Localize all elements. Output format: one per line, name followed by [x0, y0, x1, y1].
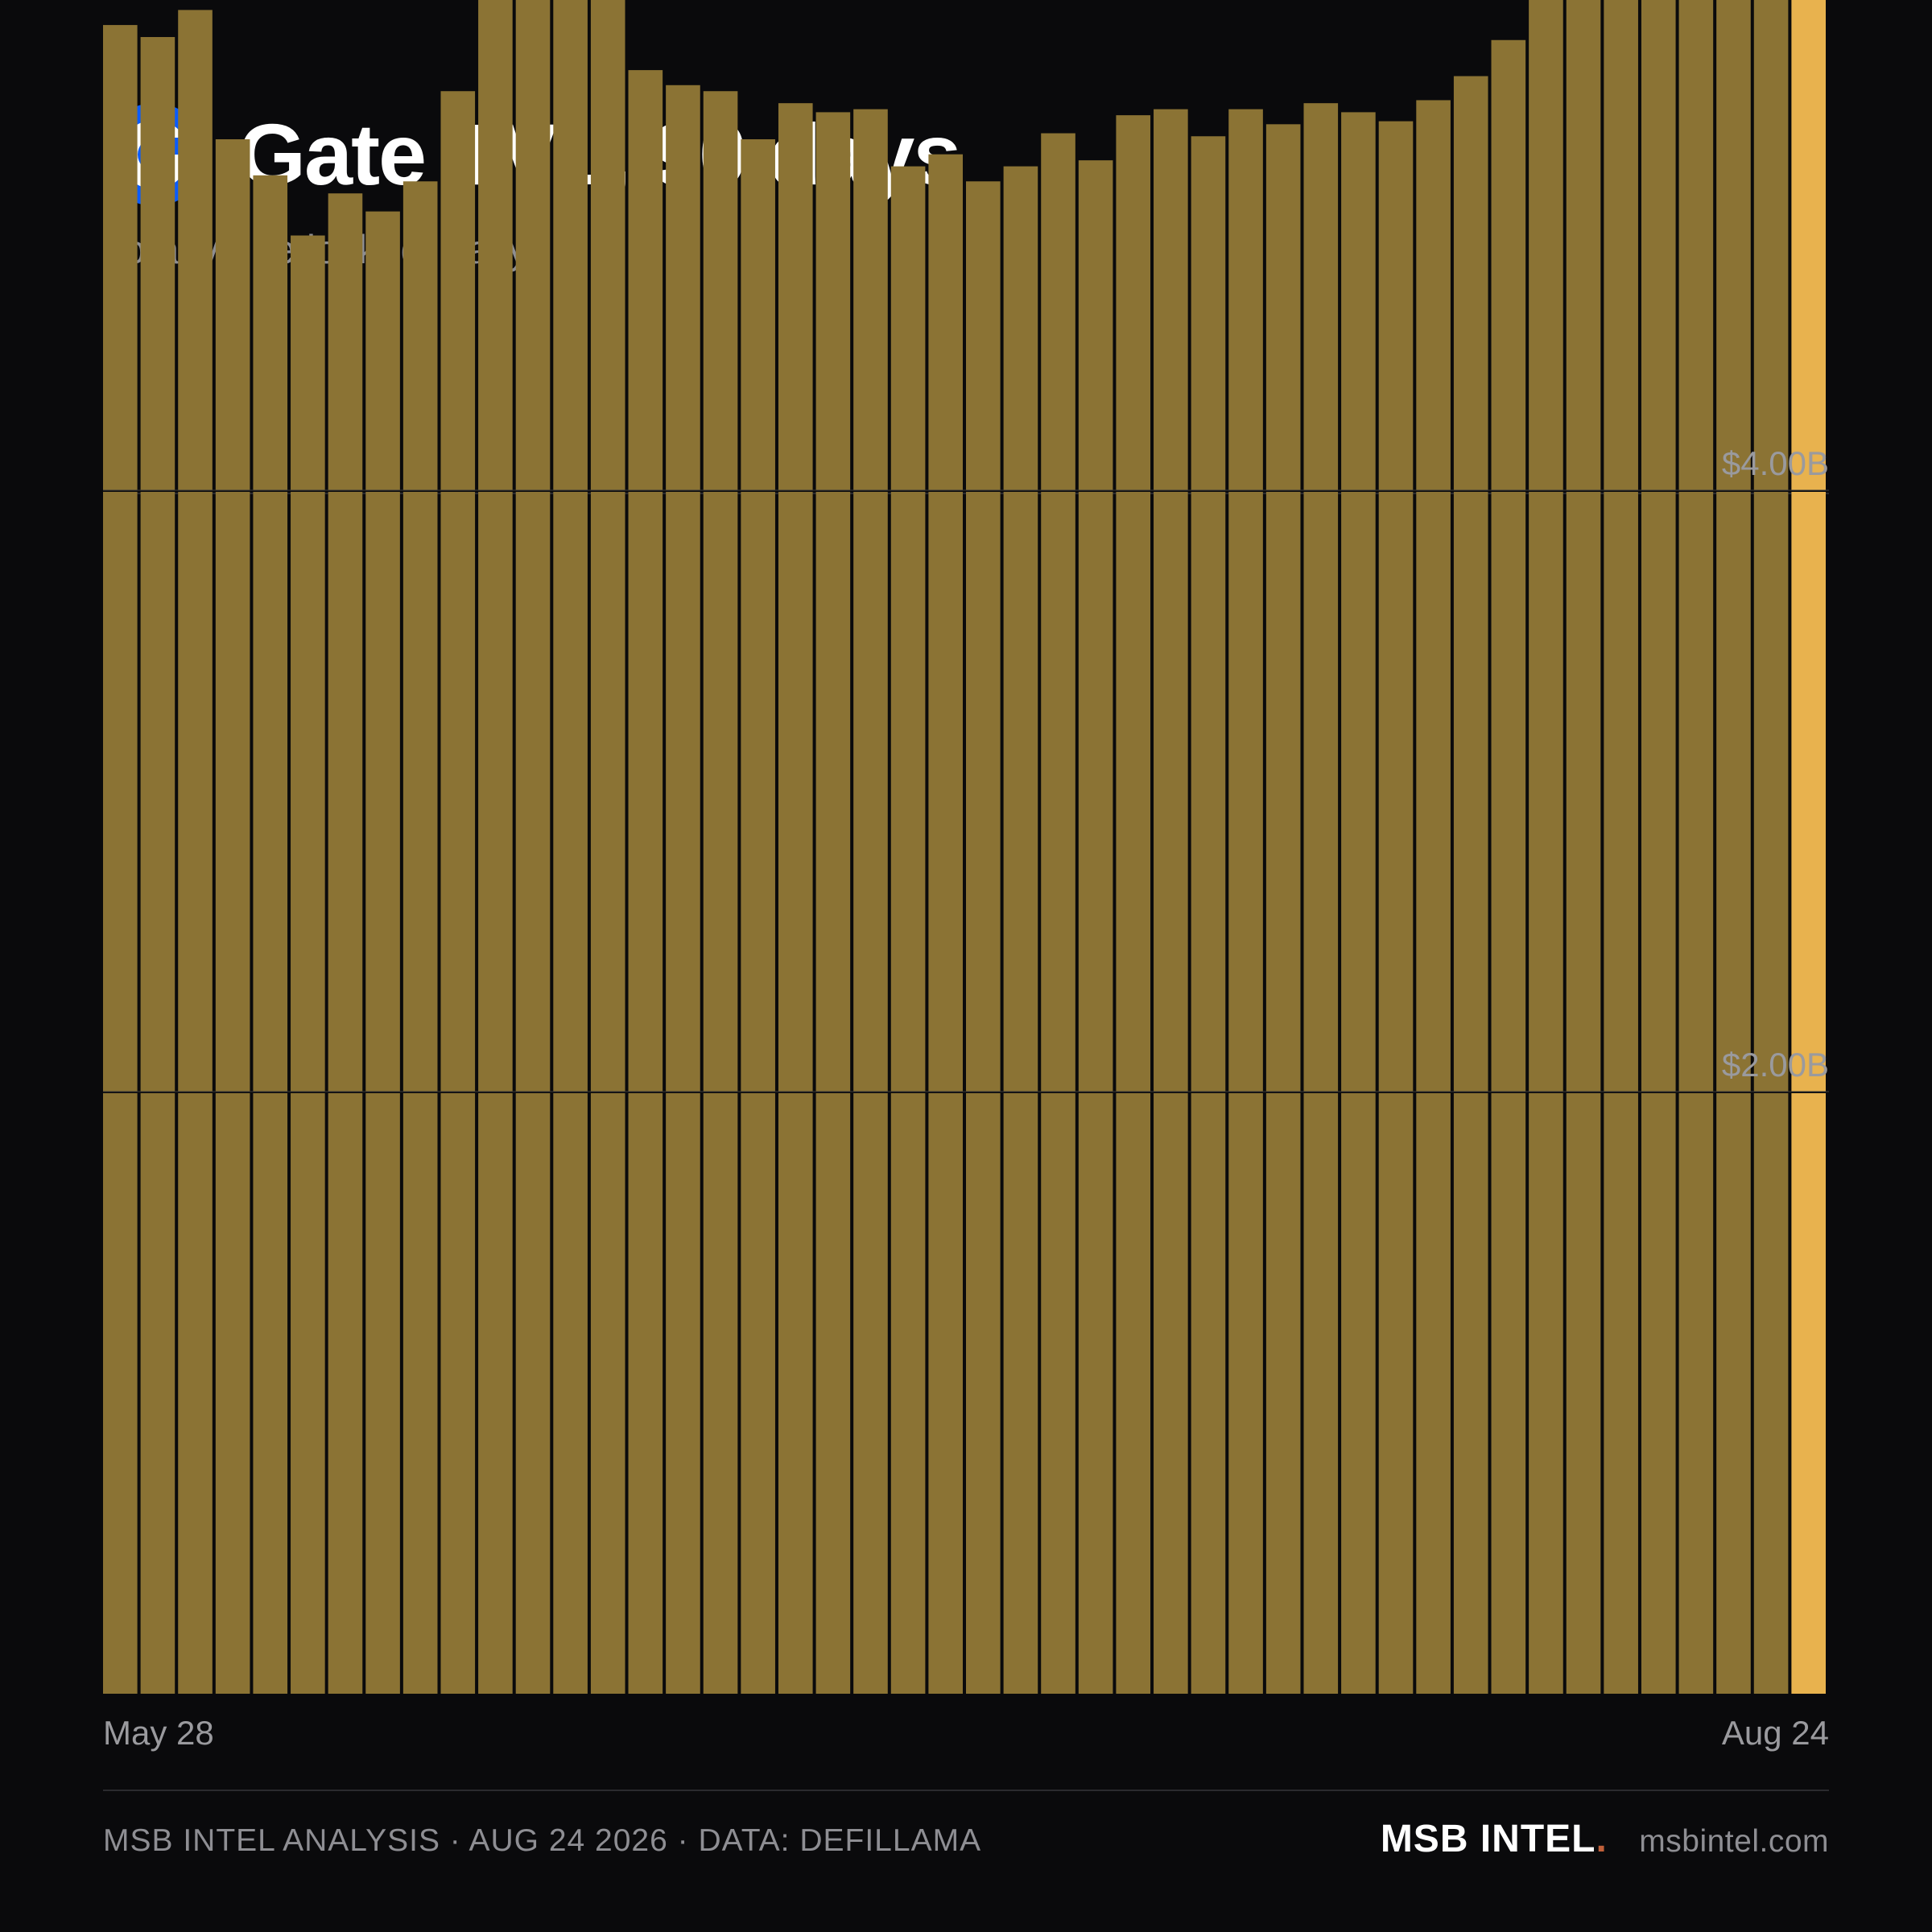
- y-tick-label: $2.00B: [1722, 1046, 1829, 1084]
- bar: [440, 91, 476, 1695]
- bar: [1341, 112, 1376, 1694]
- bar: [1716, 0, 1751, 1695]
- bar: [853, 109, 888, 1694]
- bar: [1604, 0, 1638, 1694]
- bar: [1641, 0, 1676, 1695]
- site-url[interactable]: msbintel.com: [1639, 1824, 1829, 1859]
- bar: [703, 91, 738, 1695]
- x-end-label: Aug 24: [1722, 1714, 1829, 1752]
- bar: [1041, 133, 1075, 1694]
- bar: [590, 0, 625, 1695]
- bar: [1078, 160, 1113, 1694]
- bar: [666, 85, 700, 1694]
- bar: [1378, 121, 1414, 1695]
- bar: [815, 112, 851, 1694]
- bar: [402, 181, 438, 1694]
- bar: [291, 235, 325, 1694]
- footer-credit: MSB INTEL ANALYSIS · AUG 24 2026 · DATA:…: [103, 1823, 982, 1858]
- bar-highlight: [1791, 0, 1826, 1695]
- bar: [215, 139, 250, 1694]
- bar: [1566, 0, 1601, 1694]
- bar: [778, 103, 813, 1695]
- bar: [928, 154, 963, 1695]
- bar: [1265, 124, 1301, 1695]
- bar: [890, 166, 926, 1694]
- bar: [1453, 76, 1488, 1695]
- bar: [178, 10, 213, 1695]
- bar: [1116, 115, 1151, 1695]
- bar: [1753, 0, 1789, 1695]
- brand-dot: .: [1596, 1818, 1607, 1860]
- bar: [1228, 109, 1263, 1694]
- x-start-label: May 28: [103, 1714, 214, 1752]
- bar: [966, 181, 1001, 1694]
- y-tick-label: $4.00B: [1722, 444, 1829, 482]
- bar: [478, 0, 513, 1695]
- bar: [1191, 136, 1226, 1694]
- bar: [741, 139, 775, 1694]
- bar: [328, 193, 363, 1695]
- bar: [1154, 109, 1188, 1694]
- bar: [1529, 0, 1563, 1694]
- bar: [140, 37, 175, 1694]
- bar: [253, 175, 288, 1695]
- bar: [365, 211, 400, 1694]
- bar: [1416, 100, 1451, 1695]
- bar: [1003, 166, 1038, 1694]
- bar: [553, 0, 588, 1695]
- bar: [628, 70, 663, 1695]
- brand-name: MSB INTEL: [1380, 1818, 1596, 1860]
- bar: [1303, 103, 1339, 1695]
- bar: [103, 25, 138, 1694]
- bar: [515, 0, 551, 1695]
- footer-brand-block: MSB INTEL. msbintel.com: [1381, 1815, 1829, 1872]
- bar: [1491, 39, 1526, 1694]
- bar: [1678, 0, 1714, 1694]
